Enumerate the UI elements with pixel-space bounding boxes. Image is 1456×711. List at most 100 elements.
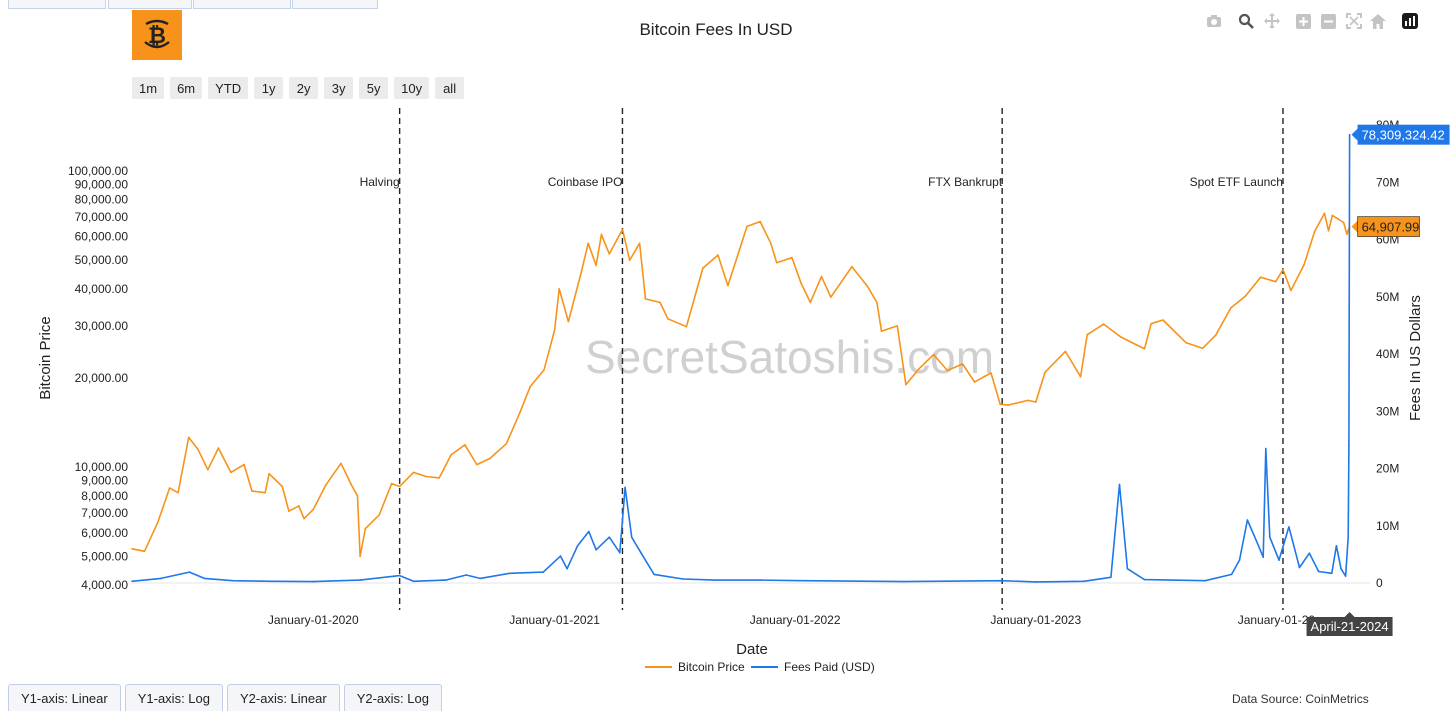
- bitcoin-price-point: [820, 275, 823, 278]
- bitcoin-price-point: [1282, 268, 1284, 271]
- camera-icon[interactable]: [1204, 11, 1224, 31]
- y1-linear-button[interactable]: Y1-axis: Linear: [8, 684, 121, 711]
- fees-paid-point: [412, 580, 415, 583]
- fees-paid-point: [1204, 579, 1206, 582]
- bitcoin-price-point: [489, 457, 491, 460]
- bitcoin-price-point: [356, 495, 359, 497]
- chart-title: Bitcoin Fees In USD: [639, 20, 793, 39]
- bitcoin-price-point: [775, 261, 778, 264]
- fees-paid-point: [1331, 572, 1333, 575]
- bitcoin-price-point: [638, 242, 641, 245]
- zoom-icon[interactable]: [1236, 11, 1256, 31]
- range-button-all[interactable]: all: [435, 77, 465, 99]
- range-button-1m[interactable]: 1m: [132, 77, 165, 99]
- y2-tick-label: 70M: [1376, 175, 1399, 189]
- y1-tick-label: 7,000.00: [81, 506, 128, 520]
- bitcoin-price-point: [1346, 233, 1348, 235]
- x-tick-label: January-01-2021: [509, 613, 600, 627]
- bitcoin-price-point: [1120, 336, 1122, 338]
- bitcoin-price-point: [464, 444, 466, 446]
- hover-fee-value: 78,309,324.42: [1362, 128, 1445, 143]
- hover-pointer: [1351, 220, 1358, 233]
- bitcoin-price-point: [325, 484, 327, 486]
- bitcoin-price-point: [1035, 401, 1037, 403]
- y1-tick-label: 5,000.00: [81, 549, 128, 563]
- bitcoin-price-point: [450, 454, 452, 456]
- top-tab[interactable]: [108, 0, 192, 9]
- bitcoin-price-line: [131, 212, 1351, 558]
- bitcoin-price-point: [1162, 319, 1164, 321]
- autoscale-icon[interactable]: [1344, 11, 1364, 31]
- bitcoin-price-point: [168, 487, 171, 489]
- bitcoin-price-point: [961, 363, 964, 365]
- event-label: FTX Bankrupt: [928, 175, 1003, 189]
- range-button-3y[interactable]: 3y: [324, 77, 354, 99]
- bitcoin-price-point: [187, 436, 190, 439]
- event-label: Coinbase IPO: [548, 175, 623, 189]
- bitcoin-price-point: [364, 527, 367, 530]
- bitcoin-price-point: [1102, 323, 1105, 325]
- range-button-ytd[interactable]: YTD: [208, 77, 249, 99]
- bitcoin-price-point: [131, 548, 133, 550]
- y1-tick-label: 80,000.00: [75, 193, 129, 207]
- bitcoin-price-point: [595, 264, 597, 267]
- range-button-5y[interactable]: 5y: [359, 77, 389, 99]
- zoom-out-icon[interactable]: [1318, 11, 1338, 31]
- pan-icon[interactable]: [1262, 11, 1282, 31]
- fees-paid-point: [576, 545, 579, 547]
- fees-paid-point: [1118, 483, 1121, 486]
- fees-paid-point: [465, 574, 468, 576]
- fees-paid-point: [1000, 579, 1003, 582]
- bitcoin-price-point: [217, 447, 220, 449]
- plotly-logo-icon[interactable]: [1400, 11, 1420, 31]
- fees-paid-point: [398, 574, 401, 577]
- range-button-6m[interactable]: 6m: [170, 77, 203, 99]
- x-tick-label: January-01-20: [1238, 613, 1316, 627]
- y1-tick-label: 60,000.00: [75, 230, 129, 244]
- hover-date-box: [1306, 617, 1393, 636]
- bitcoin-price-point: [359, 555, 361, 558]
- fees-paid-line: [131, 134, 1351, 583]
- y2-linear-button[interactable]: Y2-axis: Linear: [226, 684, 340, 711]
- fees-paid-point: [566, 567, 568, 570]
- fees-paid-point: [1348, 133, 1351, 136]
- y1-log-button[interactable]: Y1-axis: Log: [124, 684, 223, 711]
- fees-paid-point: [479, 577, 481, 580]
- bitcoin-price-point: [156, 521, 159, 524]
- bitcoin-price-point: [1313, 230, 1316, 233]
- bitcoin-price-point: [608, 253, 611, 255]
- bitcoin-price-point: [264, 491, 267, 494]
- x-tick-label: January-01-2023: [990, 613, 1081, 627]
- hover-pointer: [1344, 612, 1355, 617]
- range-button-2y[interactable]: 2y: [289, 77, 319, 99]
- bitcoin-price-point: [1044, 371, 1046, 374]
- bitcoin-price-point: [667, 318, 669, 320]
- bitcoin-price-point: [1214, 334, 1217, 337]
- bitcoin-price-point: [398, 485, 401, 488]
- bitcoin-price-point: [1143, 348, 1146, 350]
- bitcoin-price-point: [946, 369, 949, 372]
- data-source: Data Source: CoinMetrics: [1232, 692, 1369, 706]
- y2-tick-label: 50M: [1376, 290, 1399, 304]
- zoom-in-icon[interactable]: [1293, 11, 1313, 31]
- range-button-10y[interactable]: 10y: [394, 77, 430, 99]
- top-tab[interactable]: [292, 0, 378, 9]
- y1-tick-label: 20,000.00: [75, 371, 129, 385]
- reset-axes-icon[interactable]: [1368, 11, 1388, 31]
- bitcoin-price-point: [543, 369, 545, 371]
- top-tab[interactable]: [193, 0, 291, 9]
- fees-paid-point: [131, 580, 133, 583]
- fees-paid-point: [359, 579, 361, 581]
- range-button-1y[interactable]: 1y: [254, 77, 284, 99]
- y2-log-button[interactable]: Y2-axis: Log: [343, 684, 442, 711]
- fees-paid-point: [630, 536, 633, 538]
- range-selector: 1m 6m YTD 1y 2y 3y 5y 10y all: [132, 77, 465, 99]
- bitcoin-price-point: [476, 463, 478, 466]
- top-tab[interactable]: [8, 0, 106, 9]
- bitcoin-price-point: [1331, 214, 1334, 217]
- y1-tick-label: 4,000.00: [81, 578, 128, 592]
- bitcoin-price-point: [880, 330, 883, 332]
- bitcoin-price-point: [303, 517, 305, 520]
- bitcoin-price-point: [1303, 263, 1305, 266]
